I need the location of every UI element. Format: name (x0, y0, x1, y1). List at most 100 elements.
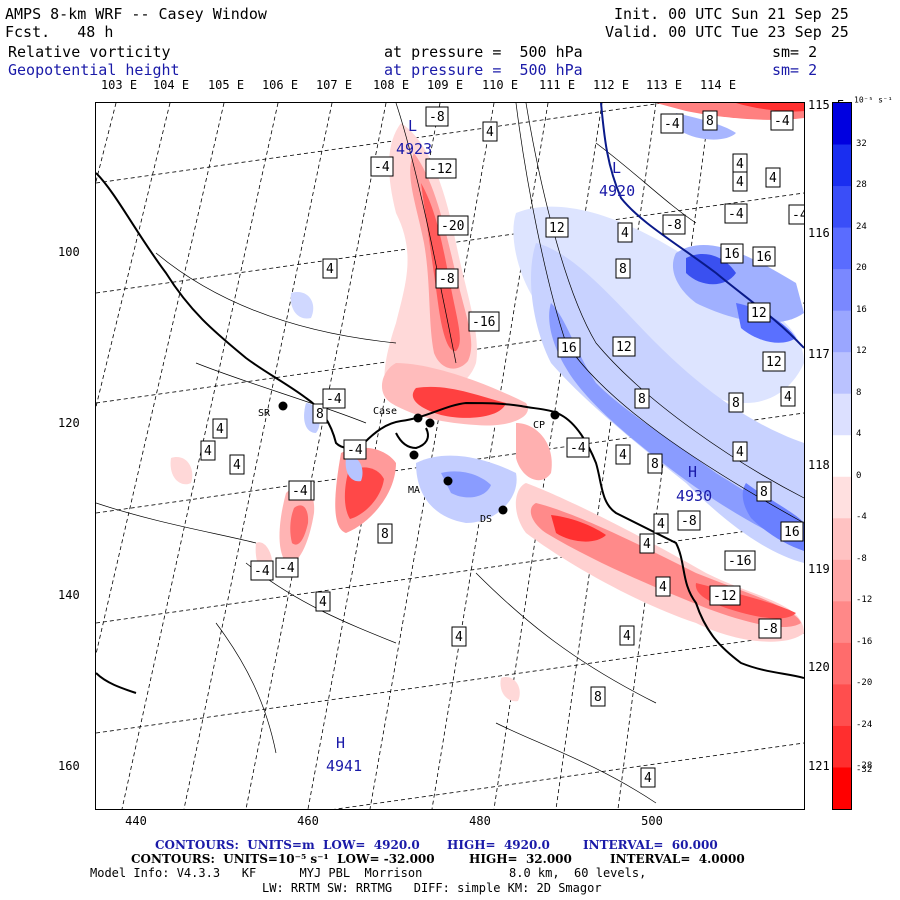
svg-text:-8: -8 (429, 110, 445, 125)
y-tick-label: 140 (58, 588, 80, 602)
station-label: MA (408, 485, 420, 496)
contour-label: -4 (788, 204, 804, 225)
colorbar-label: 28 (856, 180, 867, 191)
top-lon-label: 103 E (100, 78, 138, 92)
contour-label: 4 (315, 591, 331, 612)
contour-label: 4 (200, 440, 216, 461)
svg-text:4941: 4941 (326, 757, 362, 775)
colorbar-label: -28 (856, 761, 873, 772)
colorbar-swatch (833, 476, 851, 519)
colorbar-label: 24 (856, 221, 867, 232)
station-label: Case (373, 406, 397, 417)
contour-label: -12 (425, 158, 457, 179)
svg-text:L: L (612, 159, 621, 177)
longitude-line (96, 103, 225, 656)
colorbar-swatch (833, 725, 851, 768)
svg-text:-4: -4 (254, 564, 270, 579)
colorbar-swatch (833, 559, 851, 602)
contour-label: -16 (724, 550, 756, 571)
svg-text:4: 4 (736, 175, 744, 190)
contour-label: -8 (758, 618, 782, 639)
contour-label: 12 (545, 217, 569, 238)
footer-model-info: Model Info: V4.3.3 KF MYJ PBL Morrison 8… (90, 866, 647, 880)
svg-text:-8: -8 (439, 272, 455, 287)
svg-text:16: 16 (724, 247, 740, 262)
contour-label: 4 (615, 444, 631, 465)
svg-text:4: 4 (455, 630, 463, 645)
vorticity-shading (170, 103, 804, 702)
contour-label: -8 (435, 268, 459, 289)
contour-label: 16 (557, 337, 581, 358)
top-lon-label: 109 E (426, 78, 464, 92)
svg-text:-12: -12 (713, 589, 736, 604)
footer-height-interval: INTERVAL= 60.000 (583, 838, 718, 852)
longitude-line (121, 103, 279, 809)
svg-text:-4: -4 (279, 561, 295, 576)
chart-title: AMPS 8-km WRF -- Casey Window (5, 5, 267, 23)
latitude-line (333, 742, 804, 809)
svg-text:4: 4 (784, 390, 792, 405)
contour-label: -4 (566, 437, 590, 458)
contour-label: 16 (720, 243, 744, 264)
colorbar-swatch (833, 352, 851, 395)
top-lon-label: 105 E (207, 78, 245, 92)
forecast-hour: Fcst. 48 h (5, 23, 114, 41)
footer-vort-interval: INTERVAL= 4.0000 (610, 852, 745, 866)
top-lon-label: 107 E (315, 78, 353, 92)
svg-text:-8: -8 (666, 218, 682, 233)
contour-label: 4 (482, 121, 498, 142)
longitude-line (183, 103, 333, 809)
colorbar-swatches (833, 103, 851, 810)
svg-text:8: 8 (381, 527, 389, 542)
colorbar-label: 20 (856, 263, 867, 274)
svg-text:12: 12 (549, 221, 565, 236)
svg-text:-4: -4 (374, 160, 390, 175)
contour-label: 4 (765, 167, 781, 188)
contour-label: 8 (634, 388, 650, 409)
top-lon-label: 112 E (592, 78, 630, 92)
svg-text:4: 4 (486, 125, 494, 140)
station-dots (278, 401, 560, 515)
svg-text:-16: -16 (728, 554, 751, 569)
contour-label: 4 (322, 258, 338, 279)
field2-name: Geopotential height (8, 61, 180, 79)
colorbar-label: -20 (856, 678, 873, 689)
top-lon-label: 106 E (261, 78, 299, 92)
negative-vorticity-band (170, 103, 804, 702)
svg-text:-4: -4 (664, 117, 680, 132)
svg-text:4: 4 (623, 629, 631, 644)
contour-label: 8 (728, 392, 744, 413)
contour-label: 8 (590, 686, 606, 707)
colorbar-swatch (833, 269, 851, 312)
top-lon-label: 108 E (372, 78, 410, 92)
top-lon-label: 111 E (538, 78, 576, 92)
station-label: SR (258, 408, 271, 419)
contour-label: 8 (756, 481, 772, 502)
latitude-line (96, 522, 804, 624)
svg-text:4: 4 (619, 448, 627, 463)
contour-label: 4 (617, 222, 633, 243)
contour-label: 8 (312, 403, 328, 424)
contour-label: -4 (724, 203, 748, 224)
y-tick-label: 120 (58, 416, 80, 430)
field1-level: at pressure = 500 hPa (384, 43, 583, 61)
latitude-line (96, 103, 666, 184)
colorbar-swatch (833, 642, 851, 685)
contour-label: 12 (612, 336, 636, 357)
contour-label: 4 (640, 767, 656, 788)
svg-text:12: 12 (616, 340, 632, 355)
contour-label: -4 (288, 480, 312, 501)
colorbar-swatch (833, 186, 851, 229)
contour-label: 4 (229, 454, 245, 475)
svg-text:8: 8 (732, 396, 740, 411)
contour-label: -4 (770, 110, 794, 131)
x-tick-label: 440 (125, 814, 147, 828)
colorbar-label: -12 (856, 595, 873, 606)
svg-text:8: 8 (706, 114, 714, 129)
svg-text:-20: -20 (441, 219, 464, 234)
top-lon-label: 104 E (152, 78, 190, 92)
latitude-line (96, 632, 804, 734)
contour-label: 4 (732, 153, 748, 174)
colorbar-label: 4 (856, 429, 862, 440)
contour-label: 4 (639, 533, 655, 554)
